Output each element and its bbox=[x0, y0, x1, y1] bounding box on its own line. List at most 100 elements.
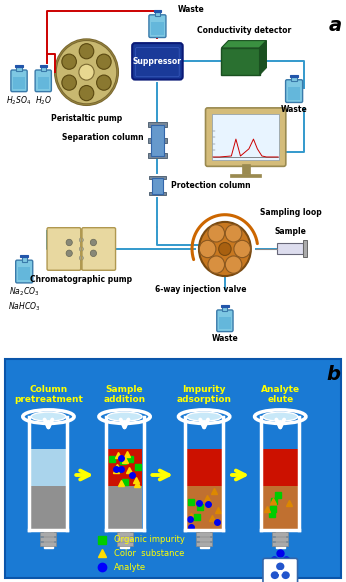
Bar bbox=[303, 240, 307, 257]
Bar bbox=[41, 68, 46, 72]
Circle shape bbox=[62, 75, 76, 90]
Bar bbox=[196, 532, 212, 535]
Bar bbox=[196, 537, 212, 541]
Bar bbox=[151, 22, 164, 35]
Text: Separation column: Separation column bbox=[62, 133, 144, 141]
Text: a: a bbox=[329, 16, 342, 36]
Circle shape bbox=[219, 243, 231, 255]
Polygon shape bbox=[221, 41, 266, 48]
Text: Peristaltic pump: Peristaltic pump bbox=[51, 113, 122, 123]
Bar bbox=[277, 243, 303, 254]
FancyBboxPatch shape bbox=[149, 15, 166, 37]
Bar bbox=[120, 530, 129, 548]
Text: Analyte
elute: Analyte elute bbox=[261, 385, 300, 404]
FancyBboxPatch shape bbox=[11, 70, 27, 91]
Bar bbox=[222, 307, 227, 311]
Circle shape bbox=[97, 75, 111, 90]
Bar bbox=[117, 537, 133, 541]
Circle shape bbox=[79, 64, 94, 80]
Bar bbox=[148, 153, 167, 158]
Circle shape bbox=[199, 240, 216, 258]
Circle shape bbox=[79, 238, 83, 242]
Bar bbox=[200, 530, 209, 548]
Text: Sample: Sample bbox=[275, 228, 307, 236]
Bar bbox=[155, 12, 160, 16]
Bar bbox=[40, 537, 56, 541]
Bar bbox=[16, 65, 22, 68]
FancyBboxPatch shape bbox=[206, 108, 286, 166]
Circle shape bbox=[234, 240, 251, 258]
Text: Impurity
adsorption: Impurity adsorption bbox=[177, 385, 231, 404]
Bar bbox=[272, 532, 288, 535]
Bar bbox=[107, 449, 142, 487]
Text: $H_2O$: $H_2O$ bbox=[35, 94, 52, 107]
Circle shape bbox=[97, 54, 111, 69]
Bar bbox=[196, 542, 212, 546]
Text: $Na_2CO_3$
$NaHCO_3$: $Na_2CO_3$ $NaHCO_3$ bbox=[8, 286, 40, 313]
Polygon shape bbox=[260, 41, 266, 75]
Circle shape bbox=[79, 247, 83, 251]
Text: Waste: Waste bbox=[211, 334, 238, 343]
FancyBboxPatch shape bbox=[35, 70, 51, 91]
Text: Organic impurity: Organic impurity bbox=[114, 535, 185, 544]
Circle shape bbox=[66, 239, 72, 246]
Bar bbox=[230, 173, 261, 177]
Bar bbox=[13, 77, 25, 89]
Text: Waste: Waste bbox=[281, 105, 308, 113]
Bar bbox=[272, 542, 288, 546]
Circle shape bbox=[199, 222, 251, 276]
Circle shape bbox=[282, 572, 290, 579]
Ellipse shape bbox=[31, 412, 66, 421]
Ellipse shape bbox=[107, 412, 142, 421]
Bar bbox=[40, 542, 56, 546]
Circle shape bbox=[90, 250, 97, 257]
FancyBboxPatch shape bbox=[263, 558, 298, 582]
Bar bbox=[117, 532, 133, 535]
Circle shape bbox=[271, 572, 279, 579]
Bar bbox=[288, 87, 300, 100]
Text: Sampling loop: Sampling loop bbox=[260, 208, 321, 218]
Circle shape bbox=[79, 256, 83, 260]
FancyBboxPatch shape bbox=[217, 310, 233, 332]
Bar bbox=[149, 176, 166, 179]
Bar bbox=[242, 164, 250, 174]
Bar bbox=[291, 77, 297, 81]
Text: Protection column: Protection column bbox=[171, 182, 250, 190]
Text: Waste: Waste bbox=[178, 5, 205, 15]
Bar bbox=[37, 77, 49, 89]
Bar bbox=[31, 449, 66, 487]
Bar bbox=[272, 537, 288, 541]
Bar bbox=[44, 530, 53, 548]
Bar bbox=[107, 487, 142, 530]
Bar bbox=[290, 75, 298, 77]
Bar bbox=[17, 68, 21, 72]
Bar bbox=[149, 192, 166, 196]
Ellipse shape bbox=[186, 412, 222, 421]
FancyBboxPatch shape bbox=[16, 260, 33, 283]
Circle shape bbox=[62, 54, 76, 69]
Text: Column
pretreatment: Column pretreatment bbox=[14, 385, 83, 404]
Circle shape bbox=[79, 44, 94, 59]
Circle shape bbox=[225, 225, 242, 242]
Bar bbox=[152, 178, 163, 194]
Bar bbox=[276, 530, 285, 548]
Bar bbox=[219, 317, 230, 329]
Circle shape bbox=[278, 570, 283, 574]
Text: Color  substance: Color substance bbox=[114, 549, 184, 558]
Bar bbox=[221, 48, 260, 75]
FancyBboxPatch shape bbox=[82, 228, 116, 270]
Text: $H_2SO_4$: $H_2SO_4$ bbox=[6, 94, 32, 107]
Bar bbox=[186, 449, 222, 487]
Bar bbox=[148, 138, 167, 143]
Bar bbox=[21, 257, 27, 262]
Bar bbox=[263, 449, 298, 487]
Bar bbox=[40, 65, 47, 68]
Text: 6-way injection valve: 6-way injection valve bbox=[155, 285, 246, 294]
Bar bbox=[263, 487, 298, 530]
Bar bbox=[31, 487, 66, 530]
Circle shape bbox=[66, 250, 72, 257]
Bar bbox=[212, 115, 279, 160]
Bar bbox=[40, 532, 56, 535]
Circle shape bbox=[79, 86, 94, 101]
Bar bbox=[117, 542, 133, 546]
